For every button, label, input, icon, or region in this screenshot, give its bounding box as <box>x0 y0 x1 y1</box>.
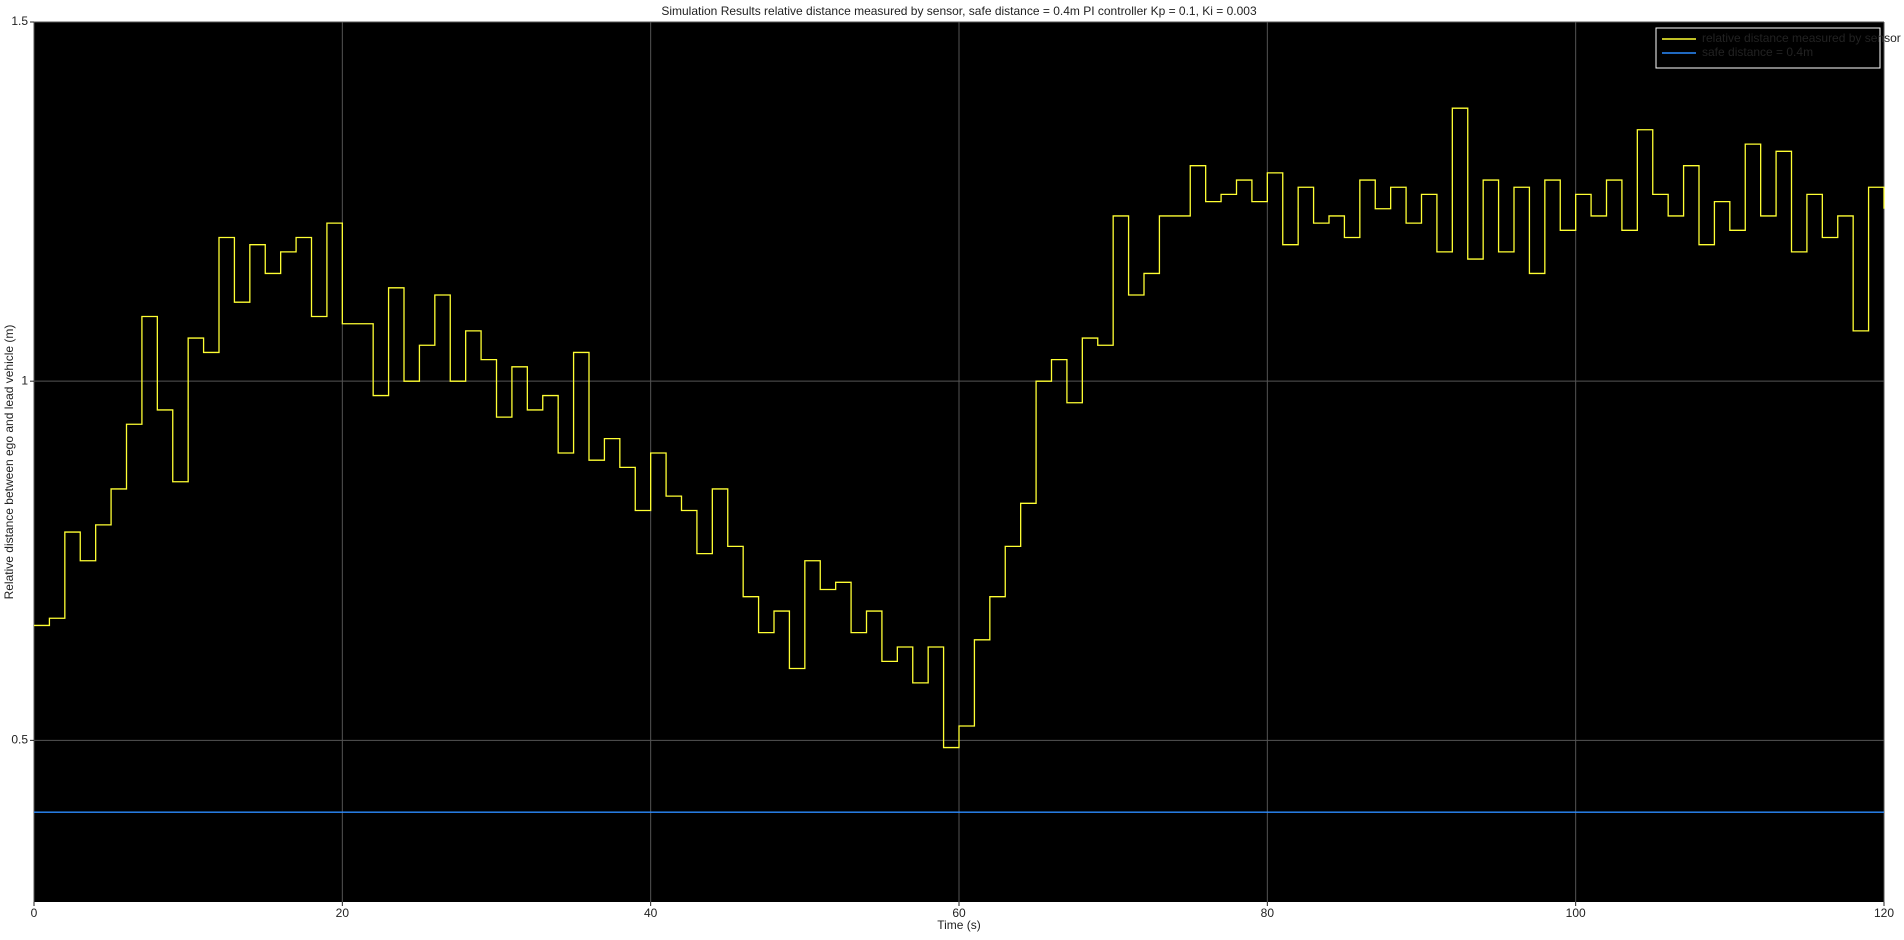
x-tick-label: 100 <box>1566 906 1586 920</box>
x-tick-label: 0 <box>31 906 38 920</box>
y-axis-label: Relative distance between ego and lead v… <box>2 325 16 600</box>
x-tick-label: 80 <box>1261 906 1275 920</box>
series-line <box>34 107 1885 749</box>
legend-label: relative distance measured by sensor <box>1702 31 1901 45</box>
x-tick-label: 40 <box>644 906 658 920</box>
x-tick-label: 120 <box>1874 906 1894 920</box>
legend-label: safe distance = 0.4m <box>1702 45 1813 59</box>
y-tick-label: 1.5 <box>11 14 28 28</box>
x-axis-label: Time (s) <box>937 918 981 932</box>
x-tick-label: 60 <box>952 906 966 920</box>
legend-box <box>1655 27 1881 69</box>
y-tick-label: 0.5 <box>11 733 28 747</box>
y-tick-label: 1 <box>21 373 28 387</box>
x-tick-label: 20 <box>336 906 350 920</box>
chart-title: Simulation Results relative distance mea… <box>661 4 1257 18</box>
